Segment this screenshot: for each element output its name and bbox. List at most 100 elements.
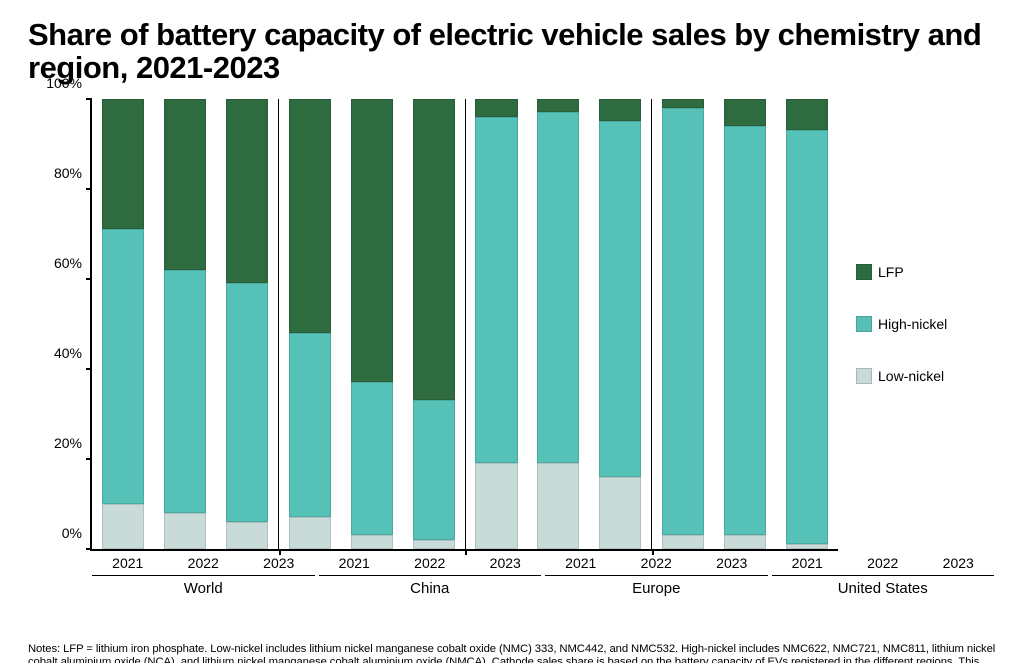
x-group: 202120222023China (317, 553, 544, 597)
stacked-bar (599, 99, 641, 549)
x-year-label: 2021 (317, 553, 393, 571)
bar-segment-low (102, 504, 144, 549)
legend-label: High-nickel (878, 316, 947, 332)
bar-segment-high (662, 108, 704, 536)
x-group: 202120222023 World (90, 553, 317, 597)
y-tick-mark (86, 368, 92, 370)
bar-slot (154, 99, 216, 549)
bar-slot (776, 99, 838, 549)
bar-slot (341, 99, 403, 549)
bar-segment-low (289, 517, 331, 549)
x-year-label: 2023 (468, 553, 544, 571)
bar-segment-high (786, 130, 828, 544)
bar-segment-lfp (226, 99, 268, 284)
y-tick-mark (86, 458, 92, 460)
y-tick-label: 0% (62, 525, 82, 541)
bar-slot (92, 99, 154, 549)
y-tick-mark (86, 548, 92, 550)
chart-title: Share of battery capacity of electric ve… (28, 18, 996, 85)
chart: 0%20%40%60%80%100% LFPHigh-nickelLow-nic… (28, 99, 996, 549)
bar-segment-lfp (599, 99, 641, 122)
y-tick-mark (86, 98, 92, 100)
bar-slot (216, 99, 278, 549)
y-axis: 0%20%40%60%80%100% (28, 99, 90, 549)
x-year-label: 2022 (845, 553, 921, 571)
bar-slot (714, 99, 776, 549)
y-tick-mark (86, 278, 92, 280)
legend: LFP High-nickel Low-nickel (838, 99, 996, 549)
x-years: 202120222023 (317, 553, 544, 571)
x-region-label: Europe (545, 575, 768, 597)
bar-segment-low (662, 535, 704, 549)
bar-segment-lfp (662, 99, 704, 108)
bar-segment-lfp (351, 99, 393, 383)
bar-segment-lfp (289, 99, 331, 333)
stacked-bar (662, 99, 704, 549)
legend-swatch (856, 316, 872, 332)
plot-area (90, 99, 838, 551)
stacked-bar (537, 99, 579, 549)
x-year-label: 2023 (241, 553, 317, 571)
bar-segment-low (599, 477, 641, 549)
stacked-bar (351, 99, 393, 549)
bar-slot (652, 99, 714, 549)
x-years: 202120222023 (770, 553, 997, 571)
stacked-bar (786, 99, 828, 549)
bar-group (92, 99, 279, 549)
bar-segment-high (226, 283, 268, 522)
x-years: 202120222023 (90, 553, 317, 571)
legend-label: LFP (878, 264, 904, 280)
x-year-label: 2021 (90, 553, 166, 571)
bar-group (279, 99, 466, 549)
bar-segment-low (724, 535, 766, 549)
bar-segment-low (537, 463, 579, 549)
bar-segment-lfp (102, 99, 144, 230)
x-axis-labels: 202120222023World202120222023China202120… (90, 553, 996, 597)
y-tick-label: 60% (54, 255, 82, 271)
bar-segment-high (475, 117, 517, 464)
bar-slot (527, 99, 589, 549)
bar-groups (92, 99, 838, 549)
x-group: 202120222023United States (770, 553, 997, 597)
y-tick-label: 80% (54, 165, 82, 181)
x-year-label: 2022 (619, 553, 695, 571)
x-year-label: 2022 (166, 553, 242, 571)
x-year-label: 2023 (921, 553, 997, 571)
legend-item: High-nickel (856, 316, 996, 332)
bar-segment-high (289, 333, 331, 518)
bar-segment-high (164, 270, 206, 513)
stacked-bar (475, 99, 517, 549)
bar-segment-lfp (413, 99, 455, 401)
bar-segment-high (413, 400, 455, 540)
stacked-bar (226, 99, 268, 549)
notes: Notes: LFP = lithium iron phosphate. Low… (28, 643, 996, 663)
legend-item: LFP (856, 264, 996, 280)
bar-segment-high (599, 121, 641, 477)
bar-segment-lfp (475, 99, 517, 117)
x-group: 202120222023 Europe (543, 553, 770, 597)
y-tick-label: 100% (46, 75, 82, 91)
bar-segment-high (537, 112, 579, 463)
legend-swatch (856, 368, 872, 384)
x-year-label: 2021 (543, 553, 619, 571)
x-year-label: 2023 (694, 553, 770, 571)
bar-segment-low (475, 463, 517, 549)
bar-slot (279, 99, 341, 549)
bar-segment-high (102, 229, 144, 504)
legend-item: Low-nickel (856, 368, 996, 384)
bar-slot (466, 99, 528, 549)
bar-segment-high (351, 382, 393, 535)
stacked-bar (289, 99, 331, 549)
y-tick-mark (86, 188, 92, 190)
legend-label: Low-nickel (878, 368, 944, 384)
notes-line-1: Notes: LFP = lithium iron phosphate. Low… (28, 643, 996, 663)
bar-slot (589, 99, 651, 549)
x-region-label: World (92, 575, 315, 597)
stacked-bar (102, 99, 144, 549)
y-tick-label: 40% (54, 345, 82, 361)
bar-segment-low (413, 540, 455, 549)
bar-group (466, 99, 653, 549)
bar-slot (403, 99, 465, 549)
bar-segment-high (724, 126, 766, 536)
page: Share of battery capacity of electric ve… (0, 0, 1024, 663)
